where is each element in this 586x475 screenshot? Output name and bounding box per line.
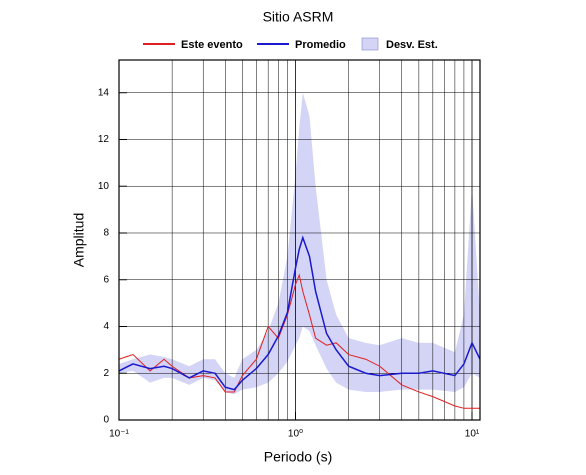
x-axis-label: Periodo (s): [264, 449, 332, 465]
y-tick-label: 8: [103, 228, 109, 239]
y-tick-label: 14: [98, 87, 110, 98]
y-axis-label: Amplitud: [71, 213, 87, 267]
series-line: [118, 235, 481, 391]
chart-title: Sitio ASRM: [263, 9, 334, 25]
y-tick-label: 0: [103, 415, 109, 426]
legend-label: Promedio: [295, 39, 346, 51]
y-tick-label: 4: [103, 321, 109, 332]
y-tick-label: 6: [103, 274, 109, 285]
legend-label: Desv. Est.: [386, 39, 438, 51]
legend-swatch: [361, 37, 379, 51]
x-tick-label: 10⁻¹: [109, 429, 129, 440]
y-tick-label: 10: [98, 181, 110, 192]
std-band: [119, 92, 480, 395]
x-tick-label: 10¹: [465, 429, 480, 440]
legend-label: Este evento: [181, 39, 243, 51]
y-tick-label: 12: [98, 134, 110, 145]
y-tick-label: 2: [103, 368, 109, 379]
x-tick-label: 10⁰: [288, 429, 303, 440]
plot-frame: [118, 59, 481, 421]
